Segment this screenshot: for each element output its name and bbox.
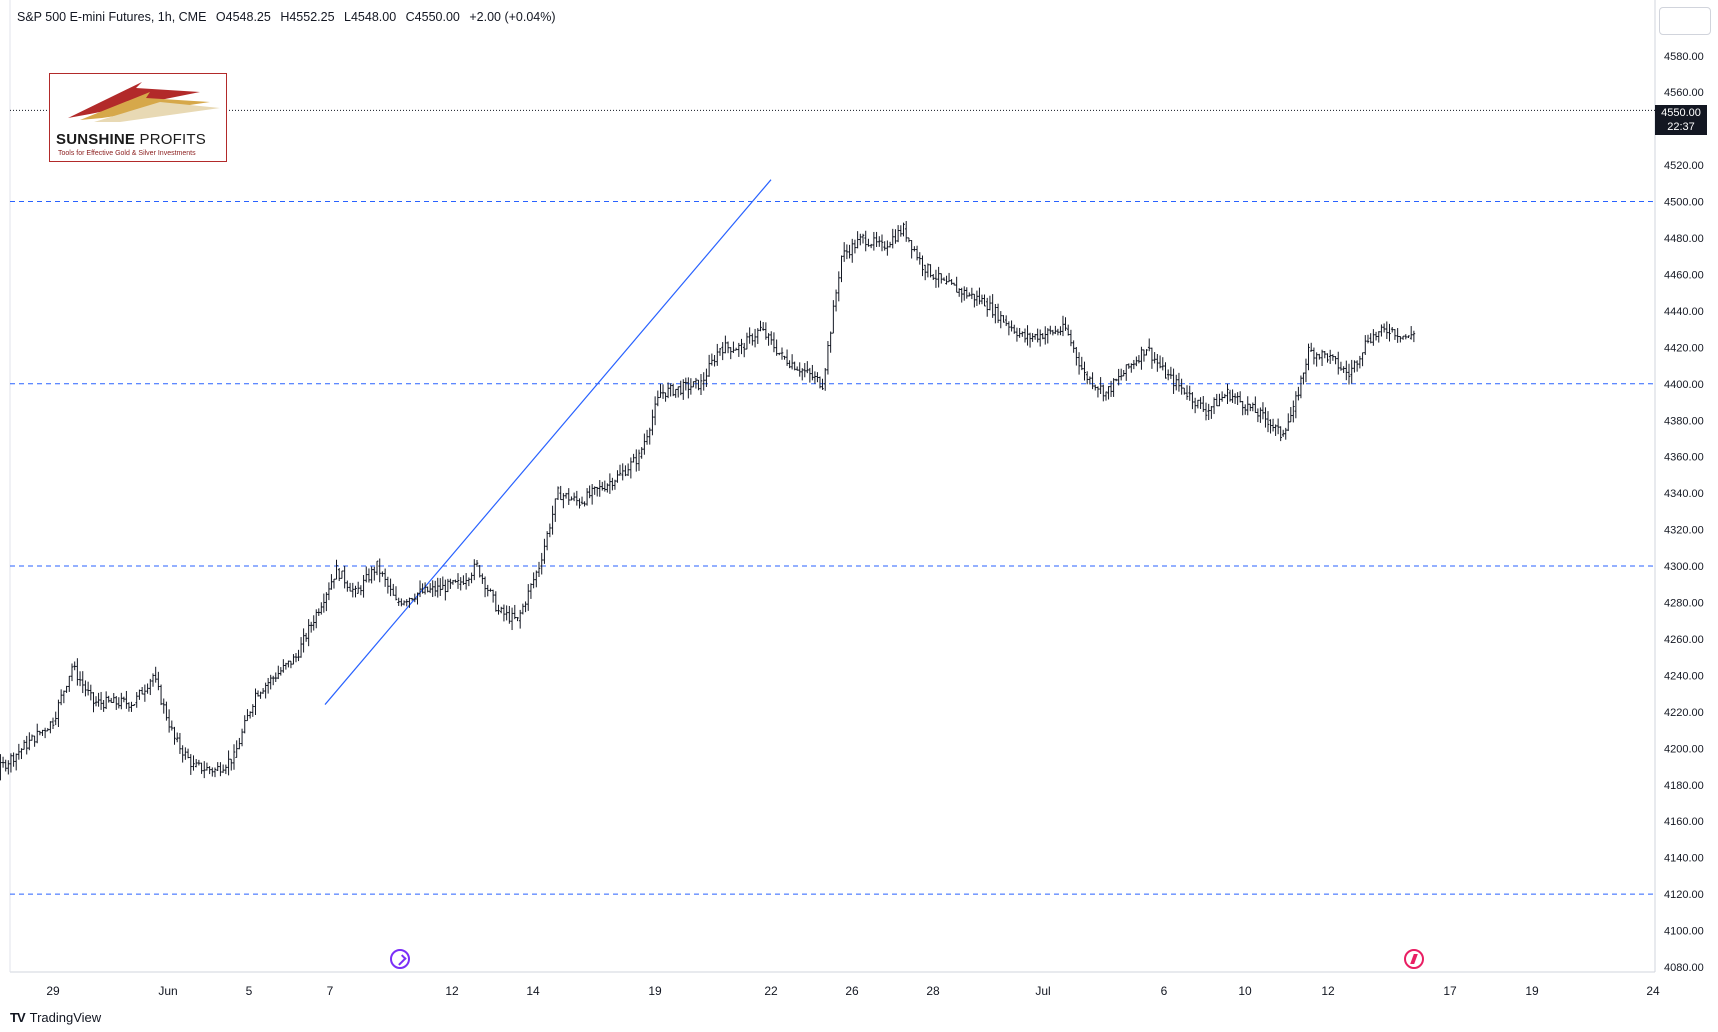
tradingview-attribution[interactable]: TV TradingView	[10, 1010, 101, 1025]
y-tick-label: 4400.00	[1664, 379, 1704, 391]
trendline	[324, 179, 772, 705]
x-tick-label: 22	[764, 984, 778, 998]
y-tick-label: 4200.00	[1664, 743, 1704, 755]
bar-countdown: 22:37	[1667, 121, 1695, 133]
event-arrow-icon[interactable]	[390, 949, 410, 969]
x-tick-label: Jun	[158, 984, 177, 998]
x-tick-label: 17	[1443, 984, 1457, 998]
y-tick-label: 4100.00	[1664, 926, 1704, 938]
y-tick-label: 4160.00	[1664, 816, 1704, 828]
x-tick-label: 29	[46, 984, 60, 998]
symbol-header: S&P 500 E-mini Futures, 1h, CME O4548.25…	[17, 10, 562, 24]
x-tick-label: 5	[246, 984, 253, 998]
x-tick-label: 7	[327, 984, 334, 998]
y-tick-label: 4240.00	[1664, 670, 1704, 682]
y-tick-label: 4300.00	[1664, 561, 1704, 573]
y-tick-label: 4340.00	[1664, 488, 1704, 500]
x-tick-label: 19	[1525, 984, 1539, 998]
tradingview-brand: TradingView	[29, 1010, 102, 1025]
y-tick-label: 4320.00	[1664, 525, 1704, 537]
logo-tagline: Tools for Effective Gold & Silver Invest…	[58, 150, 196, 157]
ohlc-high: H4552.25	[280, 10, 335, 24]
y-tick-label: 4420.00	[1664, 342, 1704, 354]
x-tick-label: Jul	[1035, 984, 1050, 998]
x-tick-label: 12	[1321, 984, 1335, 998]
ohlc-change: +2.00 (+0.04%)	[469, 10, 556, 24]
x-tick-label: 6	[1161, 984, 1168, 998]
y-tick-label: 4500.00	[1664, 197, 1704, 209]
event-lightning-icon[interactable]	[1404, 949, 1424, 969]
symbol-name[interactable]: S&P 500 E-mini Futures, 1h, CME	[17, 10, 207, 24]
logo-brand-text: SUNSHINE PROFITS	[56, 131, 206, 148]
y-tick-label: 4220.00	[1664, 707, 1704, 719]
y-tick-label: 4560.00	[1664, 87, 1704, 99]
y-tick-label: 4580.00	[1664, 51, 1704, 63]
y-tick-label: 4120.00	[1664, 889, 1704, 901]
y-tick-label: 4260.00	[1664, 634, 1704, 646]
y-tick-label: 4440.00	[1664, 306, 1704, 318]
chart-settings-button[interactable]	[1659, 7, 1711, 35]
last-price-value: 4550.00	[1661, 107, 1701, 119]
y-tick-label: 4520.00	[1664, 160, 1704, 172]
y-tick-label: 4360.00	[1664, 452, 1704, 464]
logo-swoosh-icon	[68, 82, 220, 122]
tradingview-logo-icon: TV	[10, 1010, 26, 1025]
x-tick-label: 19	[648, 984, 662, 998]
x-tick-label: 12	[445, 984, 459, 998]
last-price-badge: 4550.00 22:37	[1655, 105, 1707, 135]
x-tick-label: 14	[526, 984, 540, 998]
y-tick-label: 4080.00	[1664, 962, 1704, 974]
y-tick-label: 4180.00	[1664, 780, 1704, 792]
y-tick-label: 4280.00	[1664, 598, 1704, 610]
x-tick-label: 28	[926, 984, 940, 998]
ohlc-close: C4550.00	[405, 10, 460, 24]
y-tick-label: 4460.00	[1664, 269, 1704, 281]
x-tick-label: 24	[1646, 984, 1660, 998]
y-tick-label: 4480.00	[1664, 233, 1704, 245]
ohlc-open: O4548.25	[215, 10, 271, 24]
x-tick-label: 10	[1238, 984, 1252, 998]
y-tick-label: 4380.00	[1664, 415, 1704, 427]
sunshine-profits-logo: SUNSHINE PROFITS Tools for Effective Gol…	[49, 73, 227, 162]
ohlc-low: L4548.00	[344, 10, 397, 24]
x-tick-label: 26	[845, 984, 859, 998]
y-tick-label: 4140.00	[1664, 853, 1704, 865]
